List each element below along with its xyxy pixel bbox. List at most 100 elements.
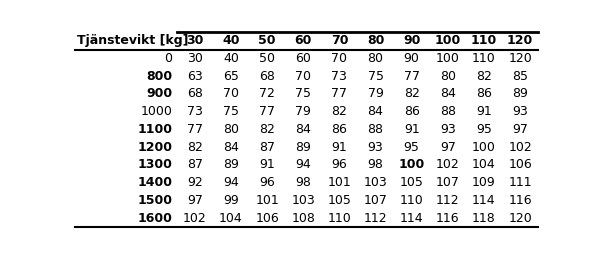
Text: 87: 87 [187, 158, 203, 171]
Text: 103: 103 [364, 176, 388, 189]
Text: 120: 120 [508, 212, 532, 225]
Text: 75: 75 [223, 105, 239, 118]
Text: 94: 94 [223, 176, 239, 189]
Text: 93: 93 [440, 123, 456, 136]
Text: 1100: 1100 [137, 123, 172, 136]
Text: 50: 50 [258, 34, 276, 47]
Text: 116: 116 [436, 212, 460, 225]
Text: 86: 86 [476, 87, 492, 100]
Text: 79: 79 [295, 105, 311, 118]
Text: 84: 84 [368, 105, 383, 118]
Text: 30: 30 [187, 52, 203, 65]
Text: 112: 112 [436, 194, 460, 207]
Text: 91: 91 [476, 105, 492, 118]
Text: 101: 101 [328, 176, 351, 189]
Text: 91: 91 [404, 123, 420, 136]
Text: 77: 77 [331, 87, 347, 100]
Text: 100: 100 [435, 34, 461, 47]
Text: 75: 75 [295, 87, 311, 100]
Text: 110: 110 [328, 212, 351, 225]
Text: 68: 68 [259, 70, 275, 83]
Text: 91: 91 [259, 158, 275, 171]
Text: 93: 93 [512, 105, 528, 118]
Text: 70: 70 [331, 52, 347, 65]
Text: 114: 114 [400, 212, 423, 225]
Text: 100: 100 [398, 158, 425, 171]
Text: 90: 90 [404, 52, 420, 65]
Text: 120: 120 [507, 34, 533, 47]
Text: 1300: 1300 [137, 158, 172, 171]
Text: 97: 97 [187, 194, 203, 207]
Text: 102: 102 [183, 212, 207, 225]
Text: 111: 111 [508, 176, 532, 189]
Text: 84: 84 [295, 123, 311, 136]
Text: 1000: 1000 [140, 105, 172, 118]
Text: 75: 75 [368, 70, 383, 83]
Text: 98: 98 [295, 176, 311, 189]
Text: 60: 60 [295, 52, 311, 65]
Text: 91: 91 [331, 141, 347, 154]
Text: 80: 80 [223, 123, 239, 136]
Text: 63: 63 [187, 70, 203, 83]
Text: 105: 105 [399, 176, 423, 189]
Text: 60: 60 [295, 34, 312, 47]
Text: 77: 77 [404, 70, 420, 83]
Text: Tjänstevikt [kg]: Tjänstevikt [kg] [77, 34, 188, 47]
Text: 77: 77 [259, 105, 275, 118]
Text: 92: 92 [187, 176, 203, 189]
Text: 77: 77 [187, 123, 203, 136]
Text: 107: 107 [364, 194, 388, 207]
Text: 40: 40 [222, 34, 240, 47]
Text: 102: 102 [436, 158, 460, 171]
Text: 118: 118 [472, 212, 496, 225]
Text: 89: 89 [295, 141, 311, 154]
Text: 1500: 1500 [137, 194, 172, 207]
Text: 0: 0 [164, 52, 172, 65]
Text: 95: 95 [404, 141, 420, 154]
Text: 96: 96 [259, 176, 275, 189]
Text: 80: 80 [440, 70, 456, 83]
Text: 70: 70 [223, 87, 239, 100]
Text: 98: 98 [368, 158, 383, 171]
Text: 84: 84 [440, 87, 456, 100]
Text: 82: 82 [476, 70, 492, 83]
Text: 1200: 1200 [137, 141, 172, 154]
Text: 104: 104 [472, 158, 496, 171]
Text: 97: 97 [512, 123, 528, 136]
Text: 82: 82 [187, 141, 203, 154]
Text: 97: 97 [440, 141, 456, 154]
Text: 105: 105 [328, 194, 351, 207]
Text: 40: 40 [223, 52, 239, 65]
Text: 70: 70 [295, 70, 311, 83]
Text: 80: 80 [367, 34, 385, 47]
Text: 100: 100 [436, 52, 460, 65]
Text: 90: 90 [403, 34, 420, 47]
Text: 93: 93 [368, 141, 383, 154]
Text: 88: 88 [440, 105, 456, 118]
Text: 79: 79 [368, 87, 383, 100]
Text: 82: 82 [259, 123, 275, 136]
Text: 101: 101 [255, 194, 279, 207]
Text: 85: 85 [512, 70, 528, 83]
Text: 82: 82 [331, 105, 347, 118]
Text: 96: 96 [331, 158, 347, 171]
Text: 86: 86 [331, 123, 347, 136]
Text: 84: 84 [223, 141, 239, 154]
Text: 72: 72 [259, 87, 275, 100]
Text: 100: 100 [472, 141, 496, 154]
Text: 900: 900 [146, 87, 172, 100]
Text: 107: 107 [436, 176, 460, 189]
Text: 80: 80 [368, 52, 383, 65]
Text: 800: 800 [146, 70, 172, 83]
Text: 110: 110 [400, 194, 423, 207]
Text: 65: 65 [223, 70, 239, 83]
Text: 103: 103 [291, 194, 315, 207]
Text: 86: 86 [404, 105, 420, 118]
Text: 120: 120 [508, 52, 532, 65]
Text: 30: 30 [186, 34, 203, 47]
Text: 73: 73 [331, 70, 347, 83]
Text: 89: 89 [223, 158, 239, 171]
Text: 1600: 1600 [137, 212, 172, 225]
Text: 104: 104 [219, 212, 243, 225]
Text: 94: 94 [295, 158, 311, 171]
